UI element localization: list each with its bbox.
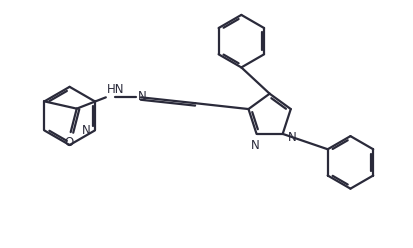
Text: N: N (138, 90, 146, 103)
Text: N: N (82, 124, 90, 137)
Text: HN: HN (107, 83, 124, 96)
Text: N: N (288, 131, 297, 144)
Text: O: O (64, 136, 73, 149)
Text: N: N (250, 139, 259, 152)
